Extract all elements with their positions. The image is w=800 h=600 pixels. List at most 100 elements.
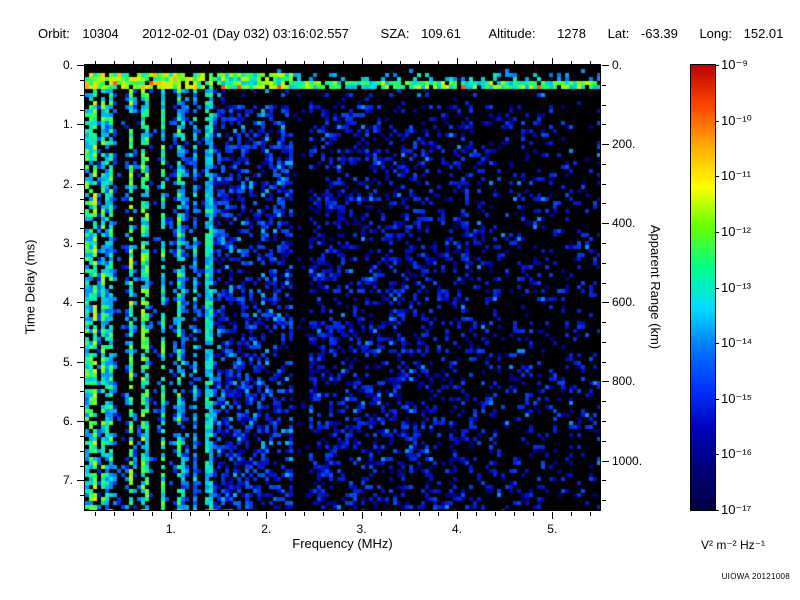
orbit-label: Orbit: — [38, 26, 70, 41]
y2-major-tick — [602, 460, 609, 462]
colorbar-tick — [716, 287, 719, 289]
y-minor-tick — [80, 228, 84, 230]
y2-tick-label: 600. — [612, 295, 636, 310]
y2-minor-tick — [602, 480, 606, 482]
x-major-tick-top — [361, 58, 363, 65]
colorbar-tick — [716, 231, 719, 233]
y2-tick-label: 1000. — [612, 453, 643, 468]
y-minor-tick — [80, 139, 84, 141]
orbit-value: 10304 — [82, 26, 119, 41]
x-minor-tick-top — [437, 61, 439, 65]
y-axis-title: Time Delay (ms) — [22, 239, 38, 335]
y2-minor-tick — [602, 421, 606, 422]
x-minor-tick — [476, 512, 478, 516]
y-minor-tick — [80, 406, 84, 408]
x-minor-tick-top — [189, 61, 191, 65]
long-value: 152.01 — [743, 26, 784, 41]
y2-minor-tick — [602, 361, 606, 363]
x-minor-tick — [151, 512, 153, 516]
colorbar-tick-label: 10⁻¹⁷ — [721, 502, 752, 517]
x-minor-tick-top — [571, 61, 573, 65]
y-tick-label: 5. — [62, 354, 73, 369]
y-minor-tick — [80, 109, 84, 111]
x-major-tick-top — [552, 58, 554, 65]
x-minor-tick-top — [418, 61, 420, 65]
altitude-label: Altitude: — [488, 26, 536, 41]
spectrogram-canvas — [85, 65, 600, 510]
colorbar-tick-label: 10⁻¹⁶ — [721, 446, 753, 462]
x-minor-tick — [380, 512, 382, 516]
y-tick-label: 0. — [62, 58, 73, 72]
colorbar-tick-label: 10⁻¹² — [721, 223, 751, 239]
y-minor-tick — [80, 94, 84, 96]
x-tick-label: 2. — [261, 522, 272, 536]
y2-minor-tick — [602, 282, 606, 284]
x-minor-tick — [323, 512, 325, 516]
x-minor-tick — [285, 512, 287, 516]
x-minor-tick-top — [151, 61, 153, 65]
x-minor-tick — [228, 512, 230, 516]
x-major-tick — [456, 512, 458, 519]
lat-label: Lat: — [607, 26, 630, 41]
y-minor-tick — [80, 495, 84, 497]
x-minor-tick — [514, 512, 516, 516]
x-minor-tick — [437, 512, 439, 516]
x-major-tick — [552, 512, 554, 519]
y2-minor-tick — [602, 341, 606, 343]
y-minor-tick — [80, 168, 84, 170]
x-minor-tick-top — [533, 61, 535, 65]
x-minor-tick-top — [304, 61, 306, 65]
x-minor-tick — [495, 512, 497, 516]
x-tick-label: 3. — [356, 522, 367, 536]
x-major-tick — [170, 512, 172, 519]
y-major-tick — [77, 183, 84, 185]
x-minor-tick-top — [113, 61, 115, 65]
y2-minor-tick — [602, 401, 606, 403]
x-major-tick-top — [266, 58, 268, 65]
y-minor-tick — [80, 198, 84, 200]
y2-tick-label: 400. — [612, 216, 636, 231]
x-minor-tick — [399, 512, 401, 516]
y-major-tick — [77, 124, 84, 126]
y-major-tick — [77, 361, 84, 363]
x-minor-tick — [533, 512, 535, 516]
y2-minor-tick — [602, 440, 606, 442]
y-tick-label: 2. — [62, 176, 73, 191]
x-minor-tick-top — [590, 61, 592, 65]
x-major-tick — [361, 512, 363, 519]
y2-minor-tick — [602, 163, 606, 165]
y-minor-tick — [80, 450, 84, 452]
y2-tick-label: 800. — [612, 374, 636, 389]
y-minor-tick — [80, 332, 84, 333]
colorbar-tick-label: 10⁻⁹ — [721, 57, 748, 72]
x-major-tick-top — [456, 58, 458, 65]
x-axis-title: Frequency (MHz) — [292, 536, 393, 551]
y-minor-tick — [80, 79, 84, 81]
colorbar-tick — [716, 176, 719, 178]
y2-minor-tick — [602, 500, 606, 502]
colorbar-tick — [716, 454, 719, 456]
x-minor-tick-top — [94, 61, 96, 65]
x-major-tick-top — [170, 58, 172, 65]
y-tick-label: 3. — [62, 236, 73, 250]
sza-label: SZA: — [380, 26, 410, 41]
x-minor-tick — [571, 512, 573, 516]
colorbar-tick — [716, 510, 719, 511]
y2-major-tick — [602, 302, 609, 304]
y-tick-label: 1. — [62, 117, 73, 132]
x-minor-tick-top — [132, 61, 134, 65]
y-tick-label: 4. — [62, 295, 73, 310]
x-minor-tick-top — [380, 61, 382, 65]
y-minor-tick — [80, 213, 84, 215]
y2-minor-tick — [602, 203, 606, 205]
y2-minor-tick — [602, 262, 606, 264]
x-minor-tick — [132, 512, 134, 516]
x-minor-tick — [342, 512, 344, 516]
y2-major-tick — [602, 381, 609, 383]
y2-minor-tick — [602, 183, 606, 185]
x-minor-tick-top — [514, 61, 516, 65]
y2-major-tick — [602, 144, 609, 146]
colorbar-tick-label: 10⁻¹⁴ — [721, 335, 753, 351]
y2-tick-label: 0. — [612, 58, 623, 72]
